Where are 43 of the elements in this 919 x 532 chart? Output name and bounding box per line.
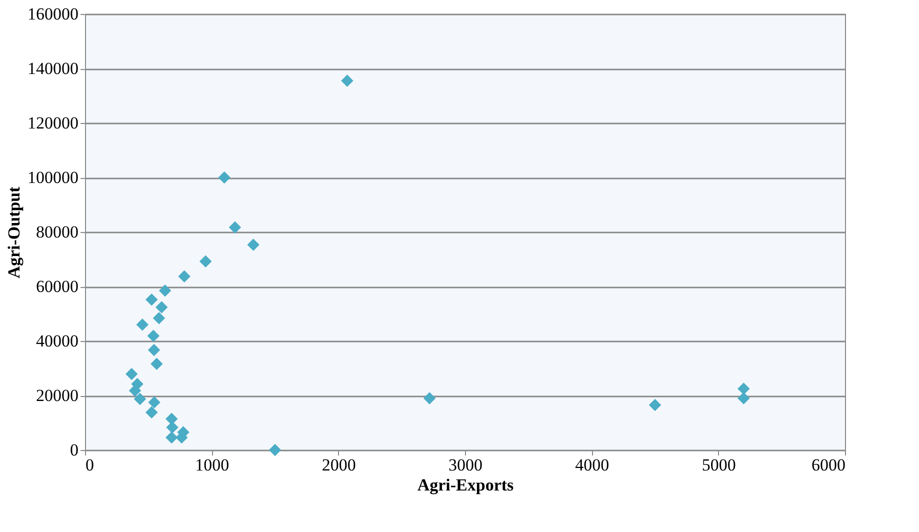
point bbox=[147, 330, 160, 342]
point bbox=[738, 382, 750, 395]
y-tick-label: 160000 bbox=[28, 4, 78, 24]
point bbox=[146, 293, 158, 306]
y-tick-label: 100000 bbox=[28, 168, 78, 187]
point bbox=[247, 238, 260, 251]
x-tick-label: 1000 bbox=[195, 456, 230, 474]
point bbox=[268, 444, 282, 456]
x-axis-title: Agri-Exports bbox=[417, 476, 514, 494]
point bbox=[178, 270, 190, 283]
point bbox=[150, 358, 163, 370]
point bbox=[156, 301, 168, 314]
point bbox=[146, 406, 158, 419]
point bbox=[152, 312, 166, 324]
point bbox=[738, 392, 750, 404]
x-tick-label: 5000 bbox=[702, 456, 736, 474]
point bbox=[166, 421, 178, 434]
point bbox=[148, 396, 160, 408]
y-tick-label: 0 bbox=[70, 440, 78, 460]
y-tick-label: 80000 bbox=[36, 222, 78, 242]
point bbox=[228, 221, 242, 234]
y-axis-title: Agri-Output bbox=[4, 186, 24, 278]
x-tick-label: 4000 bbox=[575, 456, 610, 474]
y-tick-label: 120000 bbox=[28, 114, 78, 132]
point bbox=[148, 344, 160, 356]
x-tick-label: 3000 bbox=[448, 456, 482, 474]
x-tick-label: 2000 bbox=[322, 456, 356, 474]
point bbox=[166, 431, 178, 444]
point bbox=[341, 74, 354, 87]
point bbox=[218, 171, 230, 184]
y-tick-label: 140000 bbox=[28, 59, 78, 78]
y-tick-label: 60000 bbox=[36, 277, 78, 296]
x-tick-label: 6000 bbox=[812, 456, 846, 474]
y-tick-label: 20000 bbox=[36, 386, 78, 405]
point bbox=[125, 368, 138, 380]
y-tick-label: 40000 bbox=[36, 332, 78, 350]
point bbox=[423, 392, 436, 404]
point bbox=[136, 318, 149, 331]
point bbox=[648, 398, 662, 412]
point bbox=[158, 284, 172, 297]
point bbox=[199, 255, 212, 268]
point bbox=[134, 392, 146, 406]
x-tick-label: 0 bbox=[86, 456, 94, 474]
